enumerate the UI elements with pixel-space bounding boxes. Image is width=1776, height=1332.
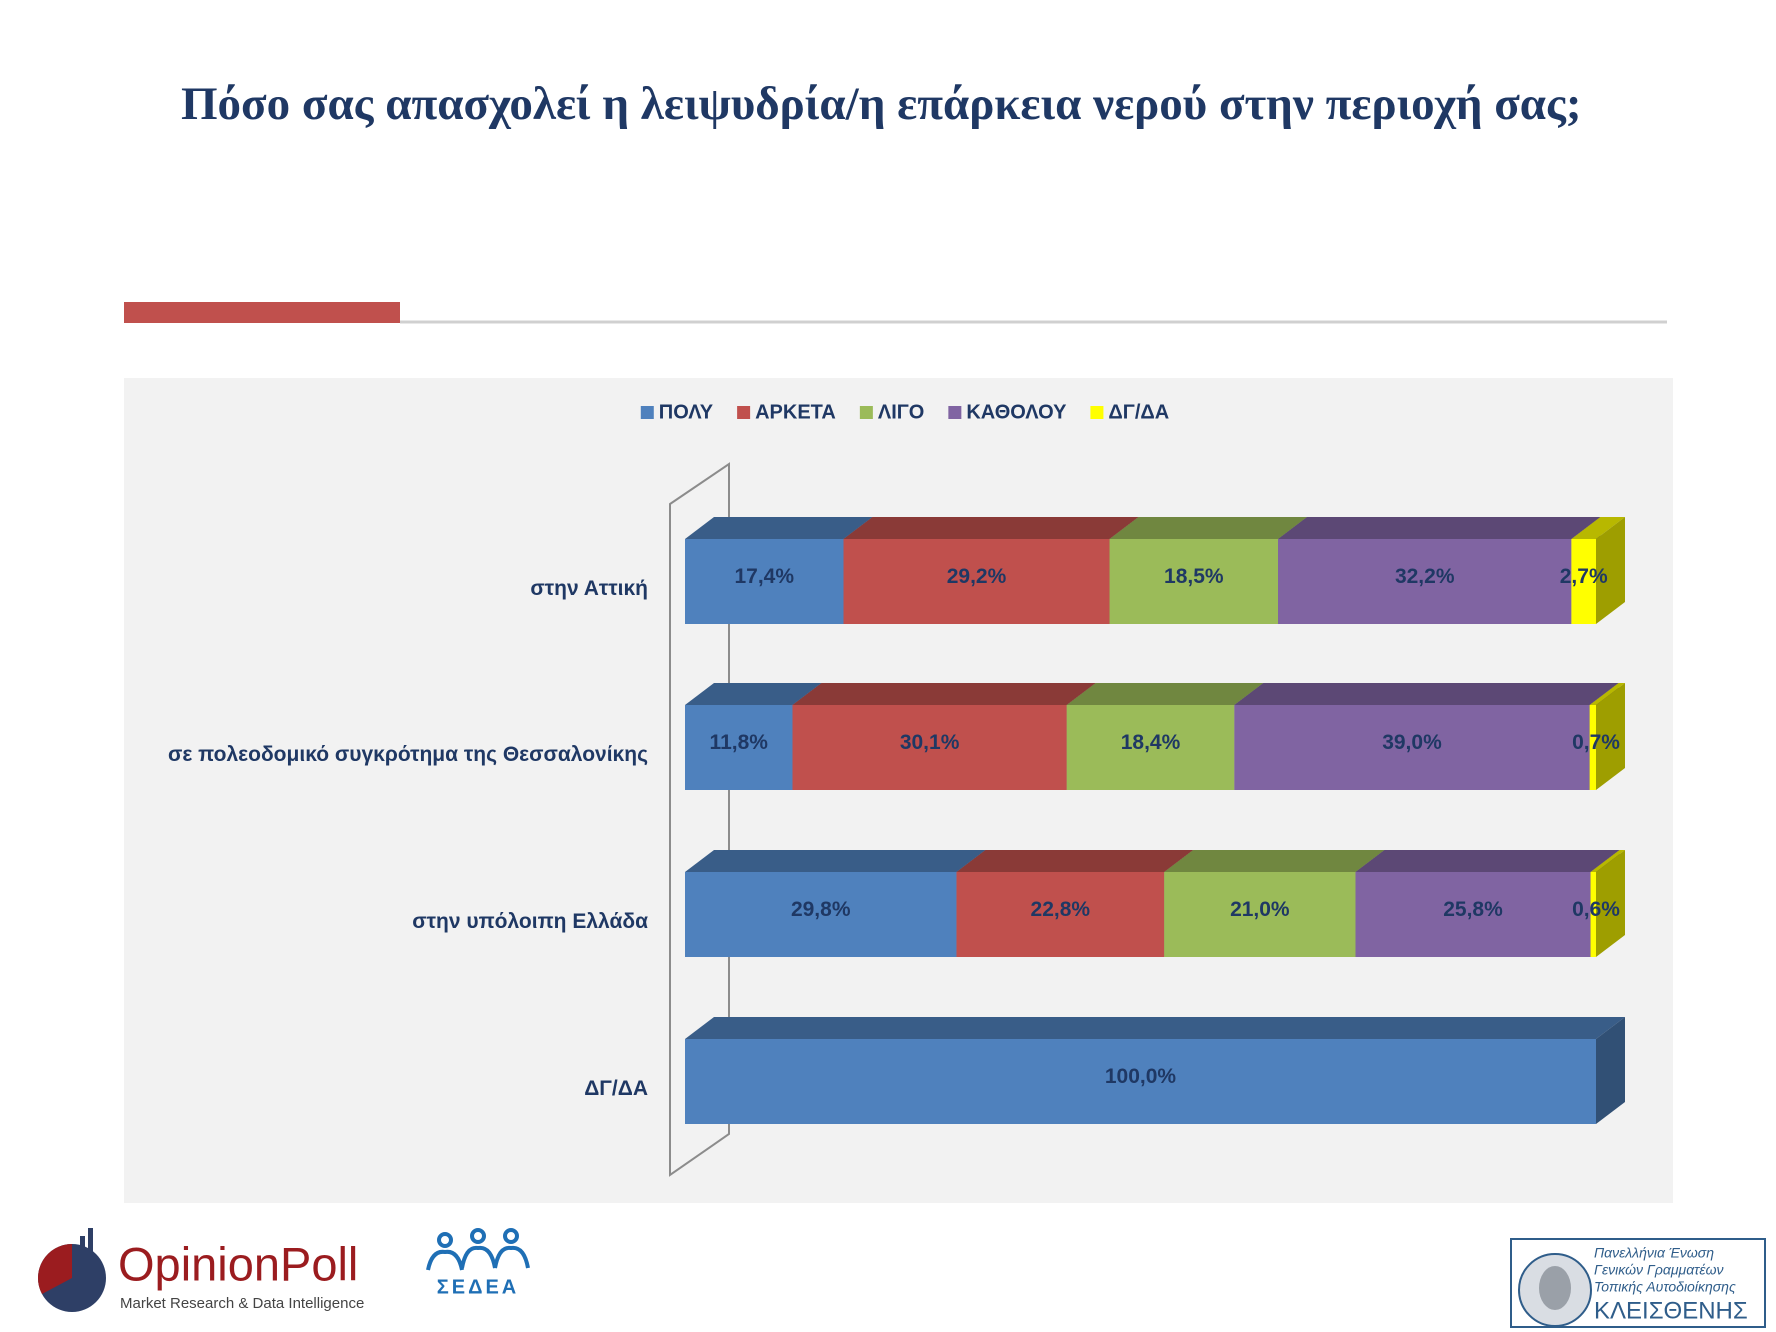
bar-top — [1066, 683, 1264, 705]
legend-label: ΠΟΛΥ — [659, 401, 714, 423]
data-label: 18,5% — [1164, 565, 1224, 588]
data-label: 0,6% — [1572, 898, 1620, 921]
data-label: 39,0% — [1382, 731, 1442, 754]
logo-icon — [437, 1232, 453, 1248]
back-wall — [669, 462, 730, 1177]
bar-top — [1234, 683, 1619, 705]
logo-tagline: Market Research & Data Intelligence — [120, 1295, 364, 1312]
bar — [685, 872, 957, 957]
legend-marker — [737, 406, 751, 419]
bar — [685, 705, 793, 790]
data-label: 29,2% — [947, 565, 1007, 588]
bar-top — [685, 517, 873, 539]
category-label: ΔΓ/ΔΑ — [584, 1077, 648, 1100]
data-label: 21,0% — [1230, 898, 1290, 921]
bar-top — [685, 683, 822, 705]
logo-icon — [1539, 1266, 1571, 1310]
logo-name: ΚΛΕΙΣΘΕΝΗΣ — [1594, 1297, 1748, 1324]
legend-marker — [1090, 406, 1104, 419]
bar — [792, 705, 1067, 790]
bar — [956, 872, 1165, 957]
bar-top — [843, 517, 1139, 539]
legend-marker — [640, 406, 654, 419]
category-label: στην υπόλοιπη Ελλάδα — [412, 910, 648, 933]
bar — [1109, 539, 1279, 624]
legend: ΠΟΛΥ ΑΡΚΕΤΑ ΛΙΓΟ ΚΑΘΟΛΟΥ ΔΓ/ΔΑ — [640, 401, 1169, 423]
data-label: 2,7% — [1560, 565, 1608, 588]
slide-title: Πόσο σας απασχολεί η λειψυδρία/η επάρκει… — [181, 78, 1582, 130]
logo-icon — [88, 1228, 93, 1266]
legend-label: ΛΙΓΟ — [878, 401, 924, 423]
data-label: 18,4% — [1121, 731, 1181, 754]
bar-top — [1355, 850, 1620, 872]
bar-top — [685, 1017, 1625, 1039]
bar-top — [1109, 517, 1308, 539]
bar — [685, 539, 844, 624]
logo-line: Γενικών Γραμματέων — [1594, 1262, 1723, 1278]
bar — [1278, 539, 1572, 624]
bar — [1589, 705, 1596, 790]
logo-line: Τοπικής Αυτοδιοίκησης — [1594, 1279, 1736, 1295]
bar — [1066, 705, 1235, 790]
legend-label: ΔΓ/ΔΑ — [1108, 401, 1169, 423]
bar — [1234, 705, 1590, 790]
bar — [1590, 872, 1596, 957]
bar — [685, 1039, 1596, 1124]
data-label: 11,8% — [710, 731, 769, 754]
data-label: 22,8% — [1031, 898, 1091, 921]
bar-top — [1590, 850, 1625, 872]
sedea-logo: ΣΕΔΕΑ — [426, 1228, 530, 1298]
logo-icon — [37, 1244, 72, 1294]
legend-label: ΚΑΘΟΛΟΥ — [966, 401, 1067, 423]
bar-side — [1596, 683, 1625, 790]
logo-line: Πανελλήνια Ένωση — [1594, 1245, 1714, 1261]
bar-top — [792, 683, 1096, 705]
data-label: 100,0% — [1105, 1065, 1177, 1088]
legend-label: ΑΡΚΕΤΑ — [755, 401, 836, 423]
legend-marker — [948, 406, 962, 419]
bar-side — [1596, 850, 1625, 957]
bar-top — [1589, 683, 1625, 705]
kleisthenis-logo: Πανελλήνια Ένωση Γενικών Γραμματέων Τοπι… — [1510, 1238, 1766, 1328]
bar-top — [1278, 517, 1601, 539]
data-label: 29,8% — [791, 898, 851, 921]
bar-top — [685, 850, 986, 872]
bar — [1164, 872, 1356, 957]
bar-side — [1596, 517, 1625, 624]
data-label: 0,7% — [1572, 731, 1620, 754]
data-label: 30,1% — [900, 731, 960, 754]
logo-icon — [503, 1228, 519, 1244]
plot: στην Αττική 17,4% 29,2% 18,5% 32,2% 2,7% σε πο… — [168, 517, 1625, 1124]
data-label: 17,4% — [734, 565, 794, 588]
data-label: 32,2% — [1395, 565, 1455, 588]
legend-marker — [859, 406, 873, 419]
opinionpoll-logo: OpinionPoll Market Research & Data Intel… — [37, 1228, 364, 1312]
logo-icon — [426, 1245, 530, 1271]
logo-name: OpinionPoll — [118, 1237, 358, 1290]
bar — [1355, 872, 1591, 957]
category-label: σε πολεοδομικό συγκρότημα της Θεσσαλονίκ… — [168, 743, 648, 766]
data-label: 25,8% — [1443, 898, 1503, 921]
bar — [843, 539, 1110, 624]
bar — [1571, 539, 1596, 624]
category-label: στην Αττική — [530, 577, 648, 600]
bar-top — [1571, 517, 1625, 539]
bar-top — [1164, 850, 1385, 872]
accent-bar — [124, 302, 400, 323]
bar-top — [956, 850, 1194, 872]
bar-side — [1596, 1017, 1625, 1124]
logo-icon — [470, 1228, 486, 1244]
logo-name: ΣΕΔΕΑ — [437, 1276, 520, 1298]
logo-icon — [80, 1236, 85, 1266]
